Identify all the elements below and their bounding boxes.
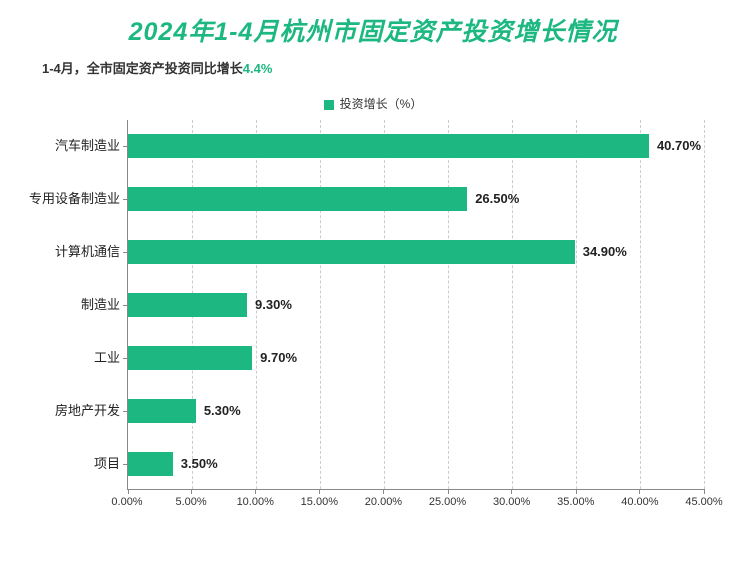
bar: 3.50% bbox=[128, 452, 173, 476]
plot-area: 汽车制造业40.70% 专用设备制造业26.50% 计算机通信34.90% 制造业9.… bbox=[127, 120, 704, 490]
x-tick-label: 20.00% bbox=[365, 496, 402, 508]
value-label: 26.50% bbox=[467, 187, 519, 211]
grid-line bbox=[704, 120, 705, 489]
x-tick bbox=[191, 489, 192, 494]
value-label: 3.50% bbox=[173, 452, 218, 476]
bar-row: 汽车制造业40.70% bbox=[128, 134, 704, 158]
x-tick-label: 15.00% bbox=[301, 496, 338, 508]
bar-row: 项目3.50% bbox=[128, 452, 704, 476]
x-tick-label: 30.00% bbox=[493, 496, 530, 508]
value-label: 34.90% bbox=[575, 240, 627, 264]
x-tick bbox=[448, 489, 449, 494]
x-tick bbox=[704, 489, 705, 494]
x-tick-label: 5.00% bbox=[176, 496, 207, 508]
x-tick bbox=[383, 489, 384, 494]
bar: 9.70% bbox=[128, 346, 252, 370]
x-tick-label: 35.00% bbox=[557, 496, 594, 508]
category-label: 专用设备制造业 bbox=[18, 187, 128, 211]
bar: 5.30% bbox=[128, 399, 196, 423]
bar-row: 计算机通信34.90% bbox=[128, 240, 704, 264]
x-tick bbox=[255, 489, 256, 494]
bar: 26.50% bbox=[128, 187, 467, 211]
bar: 34.90% bbox=[128, 240, 575, 264]
x-tick bbox=[639, 489, 640, 494]
category-label: 制造业 bbox=[18, 293, 128, 317]
chart-title: 2024年1-4月杭州市固定资产投资增长情况 bbox=[12, 12, 734, 48]
x-tick bbox=[511, 489, 512, 494]
value-label: 40.70% bbox=[649, 134, 701, 158]
x-tick-label: 40.00% bbox=[621, 496, 658, 508]
category-label: 汽车制造业 bbox=[18, 134, 128, 158]
x-tick bbox=[128, 489, 129, 494]
subtitle-prefix: 1-4月，全市固定资产投资同比增长 bbox=[42, 61, 243, 76]
bar: 40.70% bbox=[128, 134, 649, 158]
x-tick-label: 10.00% bbox=[237, 496, 274, 508]
category-label: 房地产开发 bbox=[18, 399, 128, 423]
x-tick bbox=[576, 489, 577, 494]
category-label: 工业 bbox=[18, 346, 128, 370]
legend-label: 投资增长（%） bbox=[340, 97, 423, 111]
category-label: 计算机通信 bbox=[18, 240, 128, 264]
bar-row: 制造业9.30% bbox=[128, 293, 704, 317]
value-label: 5.30% bbox=[196, 399, 241, 423]
chart-subtitle: 1-4月，全市固定资产投资同比增长4.4% bbox=[42, 58, 734, 77]
bar-row: 工业9.70% bbox=[128, 346, 704, 370]
bar: 9.30% bbox=[128, 293, 247, 317]
category-label: 项目 bbox=[18, 452, 128, 476]
x-tick-label: 25.00% bbox=[429, 496, 466, 508]
chart-legend: 投资增长（%） bbox=[12, 95, 734, 112]
x-tick bbox=[319, 489, 320, 494]
legend-swatch bbox=[324, 100, 334, 110]
value-label: 9.30% bbox=[247, 293, 292, 317]
bar-row: 房地产开发5.30% bbox=[128, 399, 704, 423]
value-label: 9.70% bbox=[252, 346, 297, 370]
bar-row: 专用设备制造业26.50% bbox=[128, 187, 704, 211]
subtitle-highlight: 4.4% bbox=[243, 61, 273, 76]
x-tick-label: 0.00% bbox=[111, 496, 142, 508]
x-tick-label: 45.00% bbox=[685, 496, 722, 508]
chart-area: 汽车制造业40.70% 专用设备制造业26.50% 计算机通信34.90% 制造业9.… bbox=[127, 120, 704, 520]
